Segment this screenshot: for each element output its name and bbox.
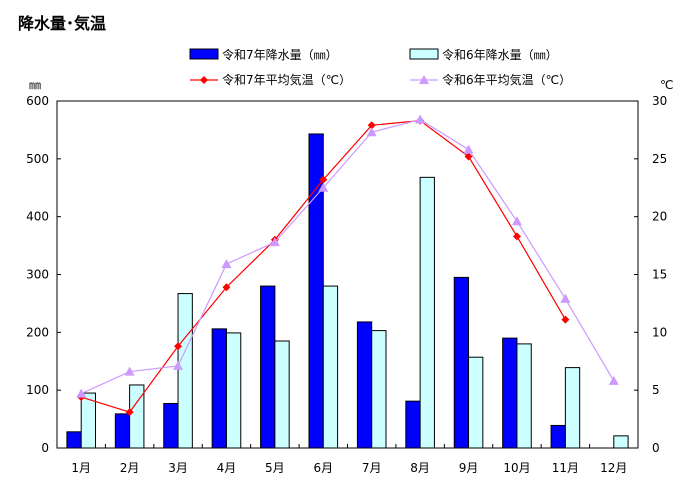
x-tick-label: 2月 (120, 461, 140, 475)
legend-swatch (189, 48, 219, 60)
marker-r7 (125, 408, 134, 417)
x-tick-label: 11月 (552, 461, 579, 475)
legend-label: 令和6年降水量（㎜） (442, 47, 558, 62)
legend-label: 令和7年平均気温（℃） (222, 72, 351, 87)
y-left-unit: ㎜ (29, 78, 41, 92)
bar-r6-8 (419, 176, 435, 449)
marker-r6 (463, 144, 474, 154)
bar-r6-11 (564, 367, 581, 449)
marker-r7 (319, 175, 328, 184)
marker-r6 (608, 375, 619, 385)
y-left-tick-label: 200 (26, 325, 49, 339)
bar-r7-2 (114, 413, 131, 449)
y-left-tick-label: 300 (26, 268, 49, 282)
x-tick-label: 7月 (362, 461, 382, 475)
bar-r7-11 (550, 424, 566, 449)
bar-r6-3 (177, 293, 193, 449)
x-tick-label: 8月 (410, 461, 430, 475)
bar-r7-8 (405, 400, 421, 449)
x-tick-label: 6月 (313, 461, 333, 475)
y-right-tick-label: 5 (652, 383, 660, 397)
marker-r6 (221, 259, 232, 269)
marker-r6 (511, 216, 522, 226)
marker-r6 (366, 127, 377, 137)
x-tick-label: 3月 (168, 461, 188, 475)
y-right-tick-label: 30 (652, 94, 667, 108)
marker-r6 (124, 366, 135, 376)
y-right-tick-label: 25 (652, 152, 667, 166)
bar-r7-3 (163, 402, 179, 449)
marker-r6 (318, 182, 329, 192)
marker-r7 (222, 283, 231, 292)
bar-r6-4 (225, 332, 242, 449)
bar-r6-12 (613, 435, 629, 449)
y-left-tick-label: 600 (26, 94, 49, 108)
bar-r7-1 (66, 431, 82, 449)
legend-swatch (409, 48, 439, 60)
bar-r7-7 (356, 321, 373, 449)
legend-label: 令和7年降水量（㎜） (222, 47, 338, 62)
chart-title: 降水量･気温 (18, 14, 107, 33)
x-tick-label: 10月 (503, 461, 530, 475)
marker-r7 (464, 152, 473, 161)
legend-label: 令和6年平均気温（℃） (442, 72, 571, 87)
bar-r7-10 (502, 337, 518, 449)
bar-r6-5 (274, 340, 290, 449)
x-tick-label: 1月 (71, 461, 91, 475)
bar-r6-9 (468, 356, 484, 449)
y-left-tick-label: 400 (26, 210, 49, 224)
bar-r6-6 (322, 285, 339, 449)
bar-r6-2 (129, 384, 145, 449)
marker-r7 (512, 232, 521, 241)
y-left-tick-label: 100 (26, 383, 49, 397)
y-right-tick-label: 15 (652, 268, 667, 282)
y-right-tick-label: 0 (652, 441, 660, 455)
legend-marker (200, 76, 208, 84)
x-tick-label: 4月 (217, 461, 237, 475)
marker-r7 (174, 342, 183, 351)
bar-r6-7 (371, 330, 387, 449)
x-tick-label: 5月 (265, 461, 285, 475)
y-left-tick-label: 0 (41, 441, 49, 455)
bar-r6-10 (516, 343, 532, 449)
marker-r7 (367, 121, 376, 130)
y-right-tick-label: 10 (652, 325, 667, 339)
marker-r6 (415, 114, 426, 124)
marker-r6 (173, 360, 184, 370)
bar-r7-4 (211, 328, 227, 449)
x-tick-label: 9月 (459, 461, 479, 475)
marker-r7 (561, 315, 570, 324)
x-tick-label: 12月 (600, 461, 627, 475)
bar-r7-9 (453, 276, 470, 449)
y-left-tick-label: 500 (26, 152, 49, 166)
bar-r7-5 (260, 285, 276, 449)
y-right-tick-label: 20 (652, 210, 667, 224)
marker-r6 (269, 237, 280, 247)
marker-r6 (560, 293, 571, 303)
line-r6 (80, 118, 615, 395)
marker-r6 (76, 388, 87, 398)
legend-marker (419, 75, 429, 84)
y-right-unit: ℃ (660, 78, 673, 92)
